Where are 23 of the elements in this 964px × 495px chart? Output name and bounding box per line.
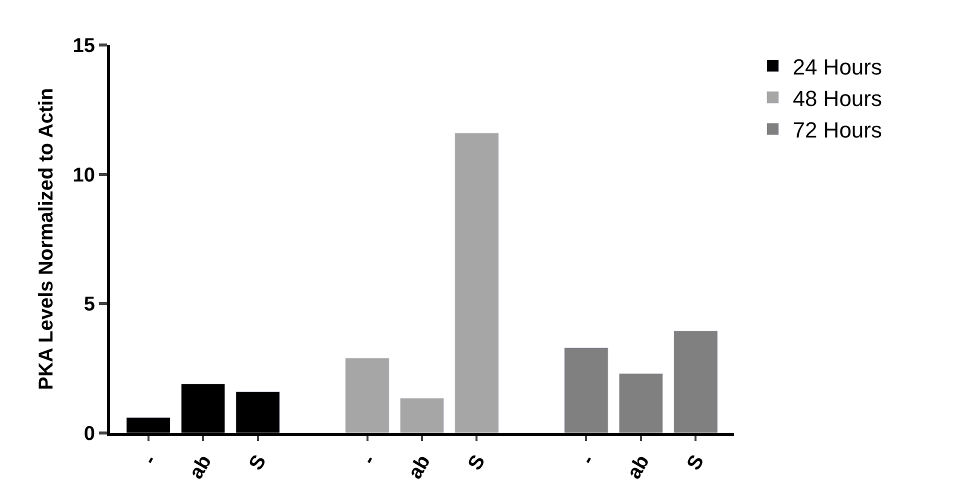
x-tick-label: S [245,452,271,474]
x-tick-label: S [682,452,709,474]
bar [674,330,718,433]
legend-label: 24 Hours [792,54,882,80]
x-tick-label: S [464,452,490,474]
bar [564,347,608,433]
legend-label: 48 Hours [792,86,882,111]
bar [345,358,390,433]
y-tick-label: 5 [84,294,95,316]
y-tick-label: 15 [72,35,95,57]
bar [400,398,444,433]
bar [454,132,499,433]
x-tick-label: ab [185,452,216,483]
x-tick-label: - [576,452,600,468]
x-tick-label: - [358,452,380,468]
bar [618,373,664,433]
legend-label: 72 Hours [792,118,882,143]
y-tick-label: 10 [72,164,95,186]
x-tick-label: ab [623,452,654,483]
x-tick-label: - [138,452,162,468]
x-tick-label: ab [404,452,435,483]
y-axis-title: PKA Levels Normalized to Actin [35,88,58,390]
y-tick-label: 0 [84,423,95,445]
